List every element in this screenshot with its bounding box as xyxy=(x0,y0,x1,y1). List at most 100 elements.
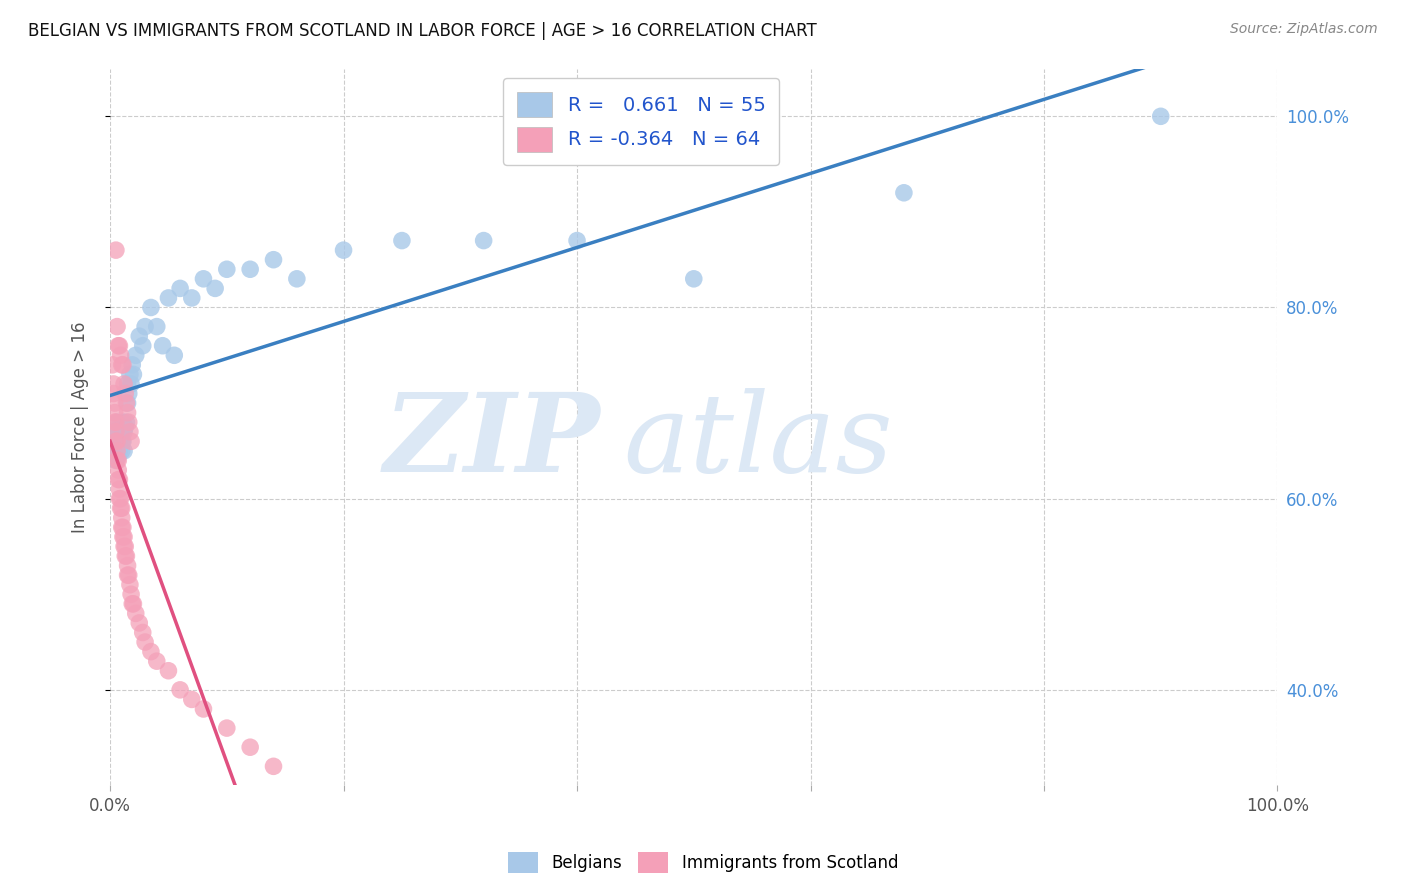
Point xyxy=(108,434,131,449)
Point xyxy=(1150,109,1173,123)
Point xyxy=(104,453,127,467)
Point xyxy=(193,702,215,716)
Point xyxy=(110,429,132,443)
Point xyxy=(104,425,127,439)
Point xyxy=(157,291,180,305)
Point xyxy=(108,443,131,458)
Point xyxy=(111,520,134,534)
Point xyxy=(215,262,238,277)
Point xyxy=(108,482,131,496)
Point xyxy=(117,568,139,582)
Point xyxy=(120,376,142,391)
Point xyxy=(134,635,156,649)
Point xyxy=(107,449,129,463)
Point xyxy=(118,578,141,592)
Point xyxy=(111,501,134,516)
Y-axis label: In Labor Force | Age > 16: In Labor Force | Age > 16 xyxy=(72,321,89,533)
Point xyxy=(118,415,141,429)
Point xyxy=(120,434,142,449)
Point xyxy=(114,540,136,554)
Point xyxy=(239,262,262,277)
Point xyxy=(103,386,125,401)
Point xyxy=(111,530,134,544)
Point xyxy=(107,453,129,467)
Point xyxy=(104,396,127,410)
Point xyxy=(139,301,162,315)
Point xyxy=(134,319,156,334)
Point xyxy=(111,425,134,439)
Point xyxy=(118,368,141,382)
Point xyxy=(112,443,135,458)
Point xyxy=(391,234,413,248)
Point xyxy=(103,425,125,439)
Point xyxy=(146,654,169,668)
Point xyxy=(120,587,142,601)
Point xyxy=(125,348,148,362)
Point xyxy=(104,429,127,443)
Point xyxy=(115,396,138,410)
Point xyxy=(105,319,128,334)
Point xyxy=(103,376,125,391)
Point xyxy=(111,443,134,458)
Point xyxy=(103,439,125,453)
Point xyxy=(104,406,127,420)
Point xyxy=(112,540,135,554)
Legend: Belgians, Immigrants from Scotland: Belgians, Immigrants from Scotland xyxy=(501,846,905,880)
Point xyxy=(132,625,155,640)
Point xyxy=(104,449,127,463)
Point xyxy=(114,549,136,563)
Point xyxy=(132,339,155,353)
Point xyxy=(117,396,139,410)
Point xyxy=(107,473,129,487)
Point xyxy=(139,645,162,659)
Point xyxy=(128,615,150,630)
Point xyxy=(104,415,127,429)
Point xyxy=(104,434,127,449)
Point xyxy=(118,386,141,401)
Point xyxy=(115,415,138,429)
Point xyxy=(101,434,124,449)
Point xyxy=(111,358,134,372)
Point xyxy=(122,597,145,611)
Point xyxy=(117,376,139,391)
Point xyxy=(118,425,141,439)
Point xyxy=(682,272,704,286)
Point xyxy=(118,568,141,582)
Point xyxy=(125,607,148,621)
Point xyxy=(117,558,139,573)
Point xyxy=(104,415,127,429)
Point xyxy=(128,329,150,343)
Point xyxy=(110,501,132,516)
Point xyxy=(169,682,191,697)
Point xyxy=(193,272,215,286)
Point xyxy=(239,740,262,755)
Text: atlas: atlas xyxy=(624,387,893,495)
Point xyxy=(263,759,285,773)
Point xyxy=(146,319,169,334)
Point xyxy=(108,491,131,506)
Point xyxy=(111,358,134,372)
Point xyxy=(105,453,128,467)
Point xyxy=(157,664,180,678)
Point xyxy=(114,386,136,401)
Point xyxy=(107,463,129,477)
Point xyxy=(111,415,134,429)
Point xyxy=(180,291,202,305)
Point xyxy=(263,252,285,267)
Point xyxy=(111,520,134,534)
Point xyxy=(111,510,134,524)
Point xyxy=(115,549,138,563)
Point xyxy=(108,473,131,487)
Point xyxy=(108,339,131,353)
Point xyxy=(565,234,588,248)
Point xyxy=(169,281,191,295)
Point xyxy=(112,376,135,391)
Text: Source: ZipAtlas.com: Source: ZipAtlas.com xyxy=(1230,22,1378,37)
Point xyxy=(111,434,134,449)
Point xyxy=(117,406,139,420)
Point xyxy=(105,425,128,439)
Point xyxy=(121,358,143,372)
Point xyxy=(104,243,127,257)
Point xyxy=(110,348,132,362)
Text: BELGIAN VS IMMIGRANTS FROM SCOTLAND IN LABOR FORCE | AGE > 16 CORRELATION CHART: BELGIAN VS IMMIGRANTS FROM SCOTLAND IN L… xyxy=(28,22,817,40)
